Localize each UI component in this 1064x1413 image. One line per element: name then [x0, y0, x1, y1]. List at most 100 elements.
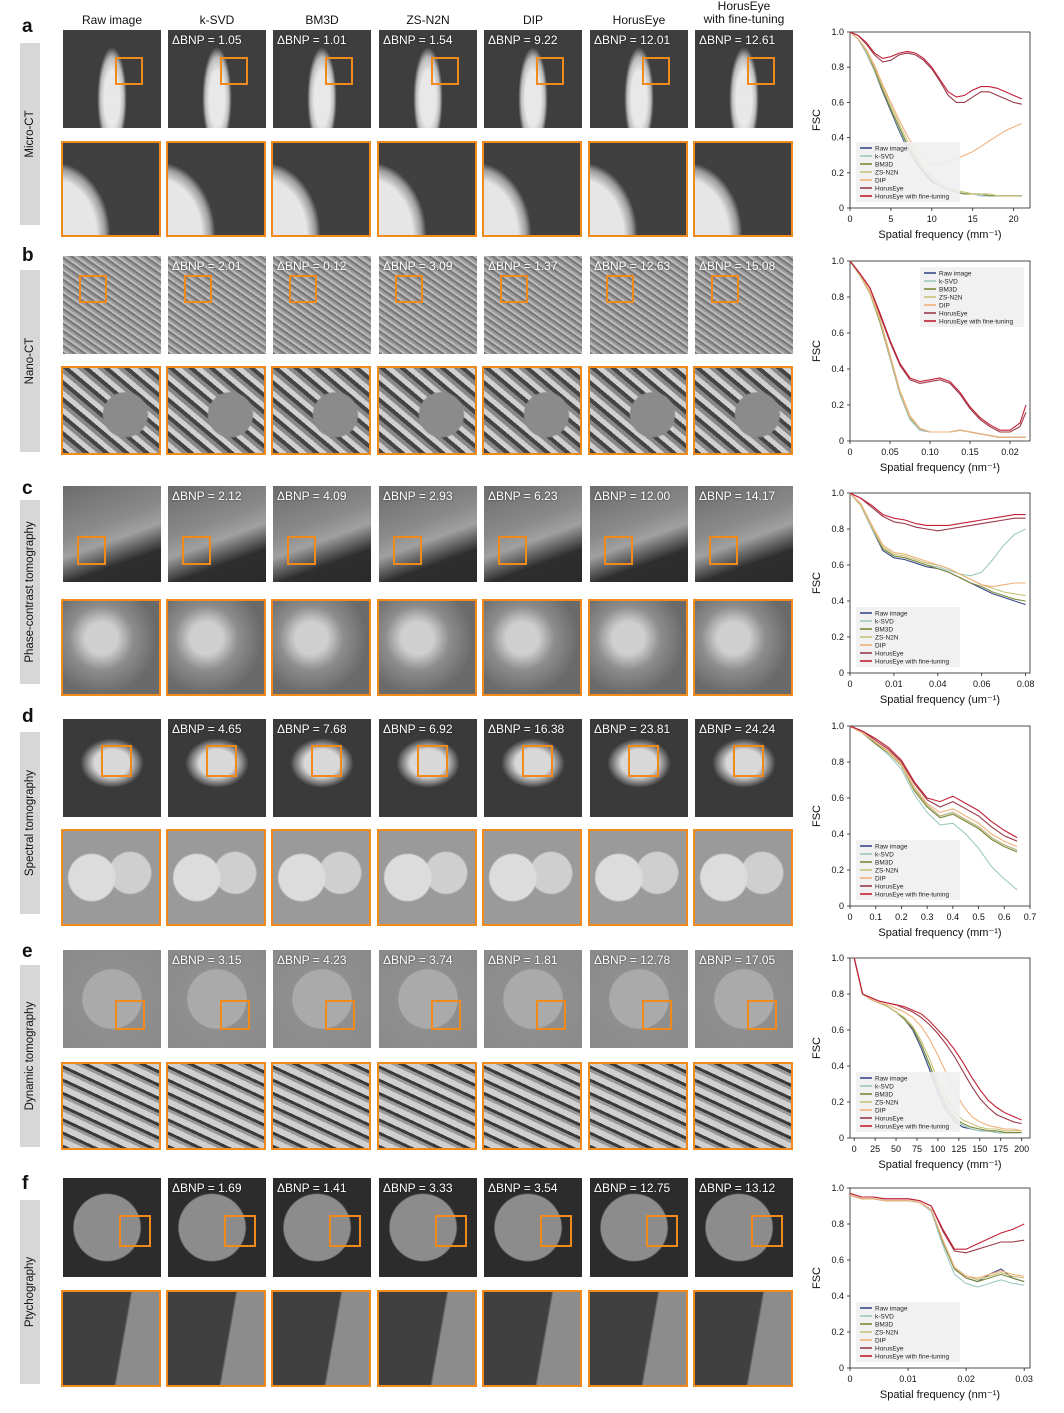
- roi-box: [435, 1215, 467, 1247]
- x-tick-label: 0.6: [998, 912, 1011, 922]
- x-tick-label: 50: [891, 1144, 901, 1154]
- zoomed-crop: [166, 141, 266, 237]
- legend-label: k-SVD: [875, 154, 894, 161]
- zoomed-crop: [588, 141, 688, 237]
- zoomed-crop: [482, 599, 582, 696]
- modality-label: Spectral tomography: [20, 732, 40, 914]
- legend-label: k-SVD: [875, 852, 894, 859]
- delta-bnp-label: ΔBNP = 3.74: [383, 953, 453, 967]
- zoomed-crop: [271, 829, 371, 926]
- modality-label: Dynamic tomography: [20, 965, 40, 1147]
- thumbnail-image: ΔBNP = 16.38: [484, 719, 582, 817]
- delta-bnp-label: ΔBNP = 14.17: [699, 489, 776, 503]
- zoomed-crop: [271, 1290, 371, 1387]
- x-tick-label: 0.15: [961, 447, 979, 457]
- modality-label-text: Phase-contrast tomography: [24, 521, 36, 663]
- column-header-2: BM3D: [305, 13, 339, 27]
- fsc-chart-svg: 0 0.2 0.4 0.6 0.8 1.0 0 25 50 75 100 125 150 175 200 Sp…: [811, 953, 1031, 1171]
- thumbnail-image: ΔBNP = 2.93: [379, 486, 477, 582]
- series-line-4: [849, 1194, 1025, 1279]
- zoomed-crop: [693, 599, 793, 696]
- zoomed-crop: [166, 599, 266, 696]
- x-tick-label: 0.02: [957, 1374, 975, 1384]
- roi-box: [747, 57, 775, 85]
- x-tick-label: 0.2: [895, 912, 908, 922]
- series-line-6: [853, 957, 1022, 1121]
- fsc-chart-svg: 0 0.2 0.4 0.6 0.8 1.0 0 0.01 0.02 0.03 Spatial fre…: [811, 1183, 1033, 1401]
- thumbnail-image: ΔBNP = 4.65: [168, 719, 266, 817]
- legend-label: HorusEye: [875, 186, 904, 193]
- plot-frame: [849, 492, 1031, 674]
- series-line-5: [849, 725, 1018, 842]
- series-line-2: [849, 725, 1018, 853]
- legend-label: k-SVD: [939, 279, 958, 286]
- delta-bnp-label: ΔBNP = 12.00: [594, 489, 671, 503]
- delta-bnp-label: ΔBNP = 6.23: [488, 489, 558, 503]
- legend-label: HorusEye: [875, 884, 904, 891]
- y-tick-label: 1.0: [831, 953, 844, 963]
- legend-label: DIP: [875, 876, 886, 883]
- legend-label: ZS-N2N: [875, 1330, 899, 1337]
- thumbnail-image: ΔBNP = 12.01: [590, 30, 688, 128]
- zoomed-crop: [377, 829, 477, 926]
- roi-box: [77, 536, 106, 565]
- modality-label: Nano-CT: [20, 270, 40, 452]
- roi-box: [224, 1215, 256, 1247]
- zoomed-crop: [166, 1290, 266, 1387]
- plot-frame: [849, 260, 1031, 442]
- modality-label-text: Micro-CT: [24, 110, 36, 158]
- fsc-chart-svg: 0 0.2 0.4 0.6 0.8 1.0 0 0.1 0.2 0.3 0.4 0.5 0.6 0.7 Sp…: [811, 721, 1036, 939]
- legend-label: ZS-N2N: [875, 868, 899, 875]
- legend-label: HorusEye: [939, 311, 968, 318]
- legend-label: HorusEye: [875, 1346, 904, 1353]
- modality-label: Micro-CT: [20, 43, 40, 225]
- plot-frame: [849, 957, 1031, 1139]
- delta-bnp-label: ΔBNP = 3.09: [383, 259, 453, 273]
- y-tick-label: 1.0: [831, 1183, 844, 1193]
- x-tick-label: 25: [870, 1144, 880, 1154]
- y-tick-label: 0.2: [831, 1327, 844, 1337]
- thumbnail-image: ΔBNP = 24.24: [695, 719, 793, 817]
- x-tick-label: 0.01: [899, 1374, 917, 1384]
- roi-box: [395, 275, 423, 303]
- zoomed-crop: [482, 1062, 582, 1150]
- thumbnail-image: [63, 719, 161, 817]
- zoomed-crop: [482, 829, 582, 926]
- legend-label: k-SVD: [875, 619, 894, 626]
- thumbnail-image: ΔBNP = 3.33: [379, 1178, 477, 1277]
- delta-bnp-label: ΔBNP = 12.63: [594, 259, 671, 273]
- x-tick-label: 0.01: [885, 679, 903, 689]
- thumbnail-image: ΔBNP = 4.09: [273, 486, 371, 582]
- thumbnail-image: [63, 950, 161, 1048]
- thumbnail-image: ΔBNP = 3.74: [379, 950, 477, 1048]
- series-line-6: [849, 492, 1026, 526]
- y-axis-label: FSC: [811, 340, 823, 362]
- roi-box: [311, 745, 342, 777]
- zoomed-crop: [693, 366, 793, 455]
- roi-box: [431, 57, 459, 85]
- zoomed-crop: [61, 599, 161, 696]
- thumbnail-image: ΔBNP = 12.00: [590, 486, 688, 582]
- series-line-6: [849, 31, 1023, 100]
- y-axis-label: FSC: [811, 1267, 823, 1289]
- legend-label: BM3D: [875, 1092, 893, 1099]
- legend-box: [856, 607, 960, 667]
- y-tick-label: 0.2: [831, 400, 844, 410]
- roi-box: [540, 1215, 572, 1247]
- x-tick-label: 0: [847, 912, 852, 922]
- thumbnail-image: [63, 30, 161, 128]
- thumbnail-image: ΔBNP = 23.81: [590, 719, 688, 817]
- thumbnail-image: ΔBNP = 1.81: [484, 950, 582, 1048]
- legend-box: [856, 1072, 960, 1132]
- panel-letter: a: [22, 16, 33, 37]
- legend-label: Raw image: [939, 271, 972, 278]
- column-header-6: HorusEye with fine-tuning: [703, 0, 785, 26]
- x-tick-label: 15: [968, 214, 978, 224]
- series-line-6: [849, 260, 1027, 431]
- zoomed-crop: [588, 1062, 688, 1150]
- thumbnail-image: ΔBNP = 4.23: [273, 950, 371, 1048]
- x-tick-label: 150: [972, 1144, 987, 1154]
- x-tick-label: 0.4: [947, 912, 960, 922]
- delta-bnp-label: ΔBNP = 17.05: [699, 953, 776, 967]
- legend-label: Raw image: [875, 1306, 908, 1313]
